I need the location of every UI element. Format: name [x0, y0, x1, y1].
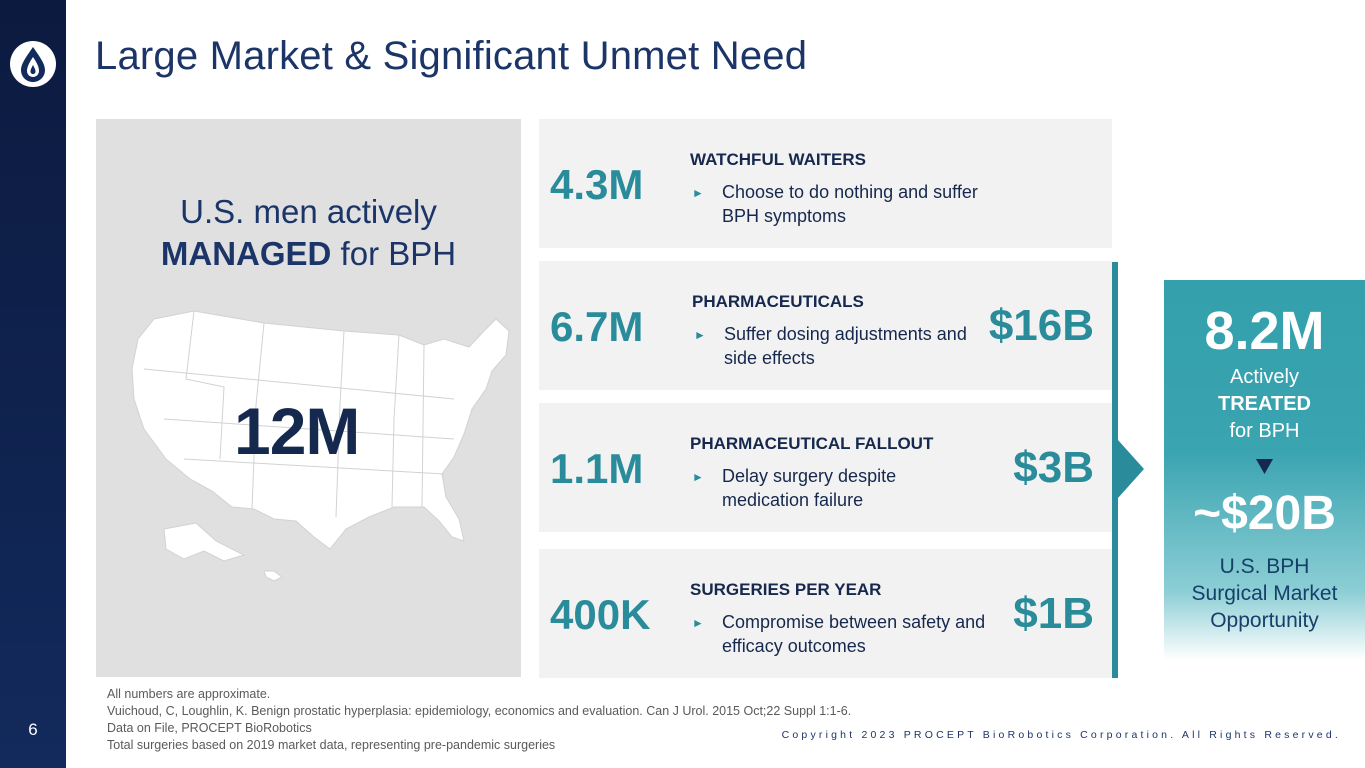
footnote: Total surgeries based on 2019 market dat… [107, 738, 556, 752]
segment-heading: PHARMACEUTICAL FALLOUT [690, 434, 934, 453]
treated-line2: TREATED [1218, 393, 1311, 415]
bullet-arrow-icon: ► [694, 328, 706, 342]
segment-count: 400K [550, 591, 651, 638]
segment-row-watchful-waiters: 4.3M WATCHFUL WAITERS ► Choose to do not… [539, 119, 1112, 248]
treated-bracket [1112, 262, 1118, 678]
managed-heading-rest: for BPH [331, 235, 457, 272]
segment-count: 6.7M [550, 303, 644, 350]
page-number: 6 [28, 720, 38, 739]
segment-count: 4.3M [550, 161, 644, 208]
market-opportunity-line2: Surgical Market [1191, 582, 1338, 605]
segment-description: Delay surgery despite medication failure [722, 466, 897, 510]
segment-heading: WATCHFUL WAITERS [690, 150, 866, 169]
managed-total: 12M [234, 394, 360, 468]
segment-market-value: $16B [988, 301, 1094, 350]
managed-heading: U.S. men actively MANAGED for BPH [96, 191, 521, 275]
copyright-notice: Copyright 2023 PROCEPT BioRobotics Corpo… [781, 729, 1341, 741]
segment-heading: PHARMACEUTICALS [692, 292, 864, 311]
market-opportunity-line3: Opportunity [1210, 609, 1319, 632]
segment-heading: SURGERIES PER YEAR [690, 580, 882, 599]
segment-row-pharmaceutical-fallout: 1.1M PHARMACEUTICAL FALLOUT ► Delay surg… [539, 403, 1112, 532]
segment-row-surgeries-per-year: 400K SURGERIES PER YEAR ► Compromise bet… [539, 549, 1112, 678]
down-triangle-icon [1256, 459, 1273, 474]
sidebar: 6 [0, 0, 66, 768]
bullet-arrow-icon: ► [692, 186, 704, 200]
segment-market-value: $1B [1013, 589, 1094, 638]
slide-title: Large Market & Significant Unmet Need [95, 34, 808, 78]
bullet-arrow-icon: ► [692, 470, 704, 484]
bullet-arrow-icon: ► [692, 616, 704, 630]
treated-count: 8.2M [1204, 301, 1325, 361]
footnote: Data on File, PROCEPT BioRobotics [107, 721, 312, 735]
footnotes: All numbers are approximate. Vuichoud, C… [107, 686, 851, 754]
market-opportunity-line1: U.S. BPH [1219, 555, 1310, 578]
bracket-arrow-icon [1118, 440, 1144, 498]
treated-line3: for BPH [1229, 420, 1300, 442]
segment-description: Suffer dosing adjustments and side effec… [724, 324, 967, 368]
treated-summary-box: 8.2M Actively TREATED for BPH ~$20B U.S.… [1164, 280, 1365, 660]
segment-market-value: $3B [1013, 443, 1094, 492]
segment-count: 1.1M [550, 445, 644, 492]
managed-heading-line1: U.S. men actively [180, 193, 437, 230]
managed-men-panel: U.S. men actively MANAGED for BPH 12M [96, 119, 521, 677]
us-map-icon [131, 310, 510, 582]
footnote: Vuichoud, C, Loughlin, K. Benign prostat… [107, 704, 852, 718]
segment-description: Compromise between safety and efficacy o… [722, 612, 986, 656]
segment-row-pharmaceuticals: 6.7M PHARMACEUTICALS ► Suffer dosing adj… [539, 261, 1112, 390]
treated-line1: Actively [1230, 366, 1299, 388]
segment-description: Choose to do nothing and suffer BPH symp… [722, 182, 978, 226]
procept-drop-logo-icon [10, 41, 56, 87]
market-opportunity-value: ~$20B [1193, 487, 1336, 540]
footnote: All numbers are approximate. [107, 687, 271, 701]
managed-heading-emphasis: MANAGED [160, 235, 332, 272]
